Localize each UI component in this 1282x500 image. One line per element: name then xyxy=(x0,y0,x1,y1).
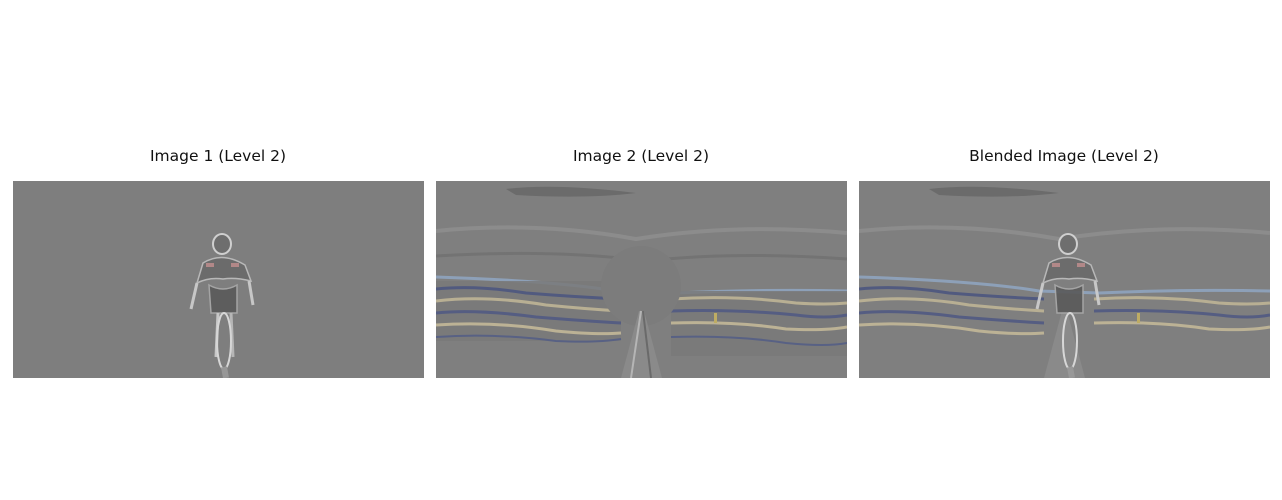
panel-1-image xyxy=(13,181,424,378)
panel-1-title: Image 1 (Level 2) xyxy=(149,147,287,165)
panel-3-title: Blended Image (Level 2) xyxy=(969,147,1159,165)
blended-image xyxy=(859,181,1270,378)
cyclist-image xyxy=(13,181,424,378)
panel-3-image xyxy=(859,181,1270,378)
panel-2-image xyxy=(436,181,847,378)
panel-2-title: Image 2 (Level 2) xyxy=(572,147,710,165)
road-landscape-image xyxy=(436,181,847,378)
